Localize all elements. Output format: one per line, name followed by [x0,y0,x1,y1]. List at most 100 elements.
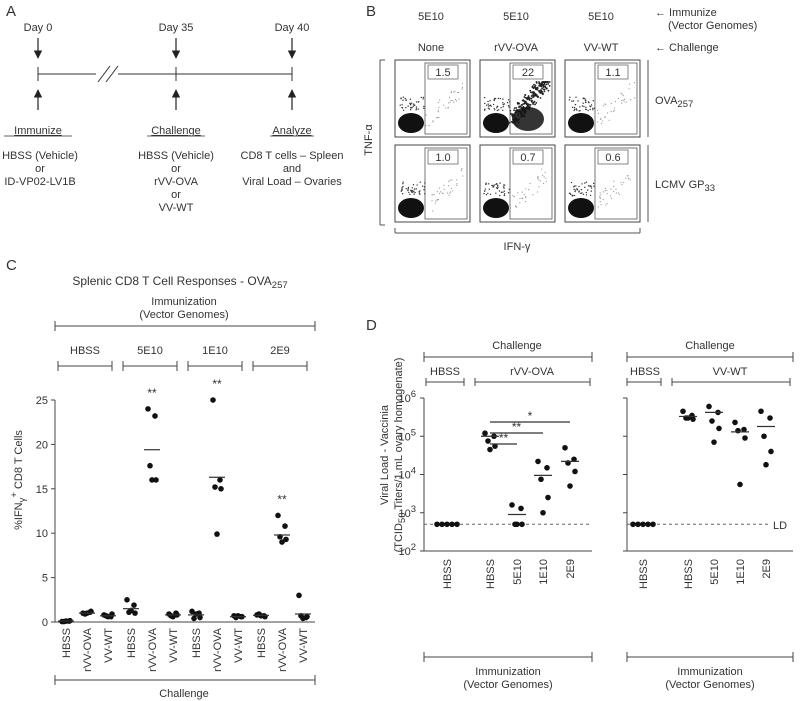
flow-positive-event [532,103,535,105]
flow-event [581,192,583,194]
flow-event [580,192,582,195]
c-data-point [149,477,155,483]
challenge-note: ← Challenge [655,42,719,54]
d-data-point [741,426,747,433]
flow-event [507,104,510,107]
d-data-point [768,448,774,455]
flow-event [509,101,511,103]
d-data-point [439,521,445,528]
c-y-tick-label: 0 [42,617,48,629]
d-data-point [519,521,525,528]
flow-event [405,106,407,109]
flow-positive-event [621,102,623,104]
flow-event [584,98,586,100]
flow-event [402,182,404,185]
flow-positive-event [539,97,542,99]
flow-positive-event [541,87,544,90]
d-data-point [763,461,769,468]
flow-positive-event [449,192,451,194]
left-challenge-label: Challenge [492,340,542,352]
flow-event [592,182,595,185]
flow-positive-event [542,86,545,89]
flow-event [401,104,403,106]
flow-event [573,109,575,112]
flow-positive-event [425,124,427,127]
flow-positive-event [623,100,625,102]
timepoint-day40: Day 40 [275,22,310,34]
flow-positive-event [532,95,535,98]
flow-positive-event [596,121,599,123]
flow-event [503,103,506,105]
flow-positive-event [529,182,531,185]
flow-event [484,188,487,190]
flow-event [508,188,510,191]
timepoint-day0: Day 0 [24,22,53,34]
immunization-label: Immunization [151,296,216,308]
flow-positive-event [539,92,542,94]
flow-event [412,184,415,186]
d-data-point [737,481,743,488]
flow-event [402,185,404,188]
flow-event [405,187,407,190]
c-y-tick-label: 5 [42,573,48,585]
flow-event [587,185,590,187]
flow-event [503,194,505,197]
d-data-point [514,521,520,528]
flow-plots: 1.5 22 1.1 1.0 0.7 0.6 [394,59,641,223]
flow-event [572,194,574,197]
flow-event [413,193,415,195]
flow-positive-event [538,179,540,181]
flow-event [423,189,425,191]
flow-event [508,106,510,108]
flow-positive-event [621,184,623,186]
flow-positive-event [602,199,604,201]
flow-event [503,184,505,186]
flow-positive-event [533,83,535,86]
c-data-point [131,602,137,608]
flow-event [415,106,418,108]
flow-event [585,106,587,109]
flow-positive-event [620,92,622,94]
flow-positive-event [547,82,550,85]
timeline-break-1 [97,65,111,83]
flow-event [488,108,491,110]
flow-positive-event [540,82,543,84]
immunize-note-sub: (Vector Genomes) [668,20,757,32]
flow-positive-event [536,191,539,193]
flow-positive-event [431,200,433,202]
flow-event [410,191,413,193]
flow-positive-event [537,178,539,180]
flow-event [497,97,500,100]
flow-positive-event [542,174,544,176]
flow-positive-event [542,83,545,86]
flow-positive-event [614,101,617,103]
flow-positive-event [530,100,533,103]
flow-positive-event [525,102,528,105]
flow-positive-event [438,116,440,119]
flow-event [502,102,504,104]
flow-positive-event [617,192,619,194]
flow-positive-event [634,97,636,99]
flow-event [574,190,576,193]
d-data-point [540,509,546,516]
d-data-point [742,435,748,441]
flow-positive-event [541,92,544,95]
flow-positive-event [513,109,515,112]
flow-positive-event [612,110,615,112]
flow-positive-event [623,181,625,184]
flow-percentage-box [597,149,629,165]
flow-event [502,191,504,193]
flow-positive-event [509,112,512,115]
flow-positive-event [599,195,601,197]
flow-positive-event [603,116,606,118]
flow-event [585,191,588,194]
c-data-point [189,608,195,615]
right-challenge-label: Challenge [685,340,735,352]
flow-positive-event [439,99,441,101]
c-data-point [212,484,218,490]
row-label-ova: OVA257 [655,95,693,110]
flow-positive-event [517,102,520,105]
c-data-point [214,531,220,537]
flow-positive-event [447,106,449,108]
flow-positive-event [524,100,527,103]
